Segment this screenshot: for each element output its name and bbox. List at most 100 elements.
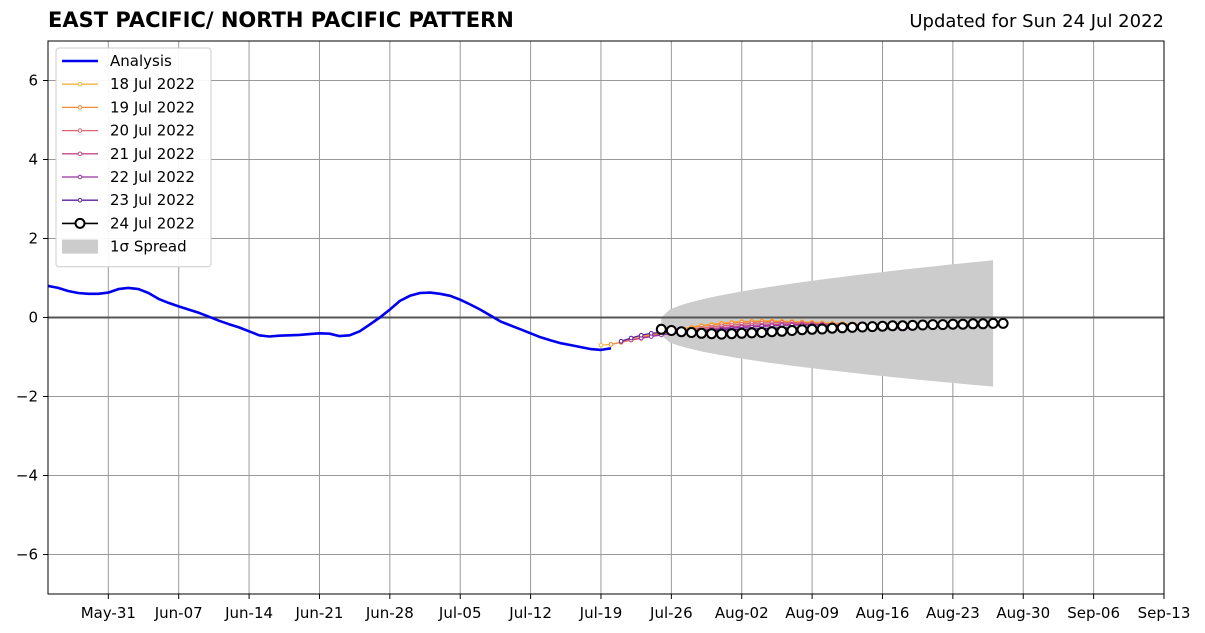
x-tick-label: Jul-12 (508, 604, 552, 622)
legend-label: 18 Jul 2022 (110, 75, 195, 93)
forecast-marker (846, 321, 858, 333)
legend-label: 20 Jul 2022 (110, 122, 195, 140)
forecast-marker (686, 327, 697, 338)
legend-swatch-marker (77, 151, 83, 157)
forecast-line (600, 320, 873, 346)
forecast-marker (947, 318, 959, 330)
forecast-marker (957, 318, 969, 330)
forecast-marker (997, 317, 1009, 329)
forecast-marker (726, 328, 738, 340)
forecast-marker (628, 335, 634, 341)
forecast-marker (675, 326, 687, 338)
legend-label: 19 Jul 2022 (110, 98, 195, 116)
analysis-line (48, 284, 612, 352)
forecast-marker (665, 325, 677, 336)
legend-label: 21 Jul 2022 (110, 145, 195, 163)
updated-date-label: Updated for Sun 24 Jul 2022 (909, 11, 1164, 32)
x-tick-label: Aug-02 (715, 604, 769, 622)
legend-item: 20 Jul 2022 (62, 122, 195, 140)
legend-item: 18 Jul 2022 (62, 75, 195, 93)
forecast-marker (786, 325, 798, 336)
forecast-marker (907, 319, 919, 331)
forecast-marker (887, 320, 898, 332)
forecast-marker (776, 325, 788, 337)
legend-item: 19 Jul 2022 (62, 98, 195, 116)
legend: Analysis 18 Jul 2022 19 Jul 2022 20 Jul 202… (55, 47, 212, 268)
legend-item: 1σ Spread (62, 238, 187, 256)
series-layer (48, 260, 1164, 387)
forecast-marker (756, 327, 768, 338)
x-tick-label: Jun-28 (365, 604, 414, 622)
x-tick-label: Jul-19 (579, 604, 623, 622)
forecast-marker (618, 338, 624, 344)
x-tick-label: Sep-13 (1138, 604, 1191, 622)
legend-swatch-marker (77, 128, 83, 133)
x-tick-label: Aug-30 (996, 604, 1050, 622)
forecast-marker (655, 323, 667, 335)
y-tick-label: −2 (16, 388, 38, 406)
forecast-marker (716, 328, 728, 340)
legend-swatch-marker (77, 105, 83, 110)
legend-label: 1σ Spread (110, 238, 187, 256)
y-tick-label: 0 (28, 309, 38, 327)
forecast-marker (866, 321, 878, 333)
forecast-marker (706, 328, 718, 340)
legend-item: 23 Jul 2022 (62, 191, 195, 209)
legend-item: 24 Jul 2022 (62, 214, 195, 232)
forecast-marker (856, 321, 868, 333)
forecast-marker (608, 342, 614, 347)
forecast-series (655, 317, 1009, 340)
legend-label: 24 Jul 2022 (110, 214, 195, 232)
forecast-marker (816, 323, 828, 335)
y-tick-label: 6 (28, 72, 38, 90)
x-tick-label: Jun-07 (154, 604, 203, 622)
legend-swatch-marker (77, 197, 83, 203)
legend-item: 22 Jul 2022 (62, 168, 195, 186)
y-tick-label: 4 (28, 151, 38, 169)
forecast-marker (877, 320, 888, 332)
legend-label: 23 Jul 2022 (110, 191, 195, 209)
legend-item: 21 Jul 2022 (62, 145, 195, 163)
forecast-marker (836, 322, 848, 334)
legend-swatch-marker (77, 174, 83, 180)
forecast-marker (746, 327, 758, 339)
x-tick-label: Jun-21 (294, 604, 343, 622)
chart-title: EAST PACIFIC/ NORTH PACIFIC PATTERN (48, 8, 514, 32)
forecast-marker (736, 327, 748, 339)
forecast-marker (917, 319, 929, 331)
legend-swatch-marker (74, 217, 86, 229)
legend-label: 22 Jul 2022 (110, 168, 195, 186)
forecast-marker (927, 319, 939, 331)
forecast-marker (796, 324, 808, 336)
x-tick-label: Sep-06 (1067, 604, 1120, 622)
forecast-marker (967, 318, 979, 330)
legend-label: Analysis (110, 52, 172, 70)
axes: May-31 Jun-07 Jun-14 Jun-21 Jun-28 Jul-05 Jul-… (16, 40, 1191, 622)
forecast-marker (766, 326, 778, 338)
forecast-marker (638, 333, 644, 338)
forecast-marker (977, 318, 989, 330)
forecast-marker (937, 319, 949, 331)
legend-swatch-patch (62, 239, 98, 254)
y-tick-label: 2 (28, 230, 38, 248)
x-tick-label: Jun-14 (224, 604, 273, 622)
y-tick-label: −6 (16, 546, 38, 564)
x-tick-label: Jul-26 (649, 604, 693, 622)
forecast-line (620, 321, 893, 343)
forecast-marker (648, 331, 654, 336)
forecast-marker (826, 322, 838, 334)
legend-box (55, 47, 212, 268)
forecast-marker (598, 342, 604, 348)
forecast-marker (987, 317, 999, 329)
x-tick-label: Aug-23 (926, 604, 980, 622)
forecast-marker (696, 327, 707, 339)
x-tick-label: Aug-09 (785, 604, 839, 622)
x-tick-label: Jul-05 (438, 604, 482, 622)
legend-swatch-marker (77, 81, 83, 87)
x-tick-label: May-31 (81, 604, 136, 622)
y-tick-label: −4 (16, 467, 38, 485)
forecast-marker (897, 320, 909, 332)
x-tick-label: Aug-16 (856, 604, 910, 622)
legend-item: Analysis (62, 52, 172, 70)
